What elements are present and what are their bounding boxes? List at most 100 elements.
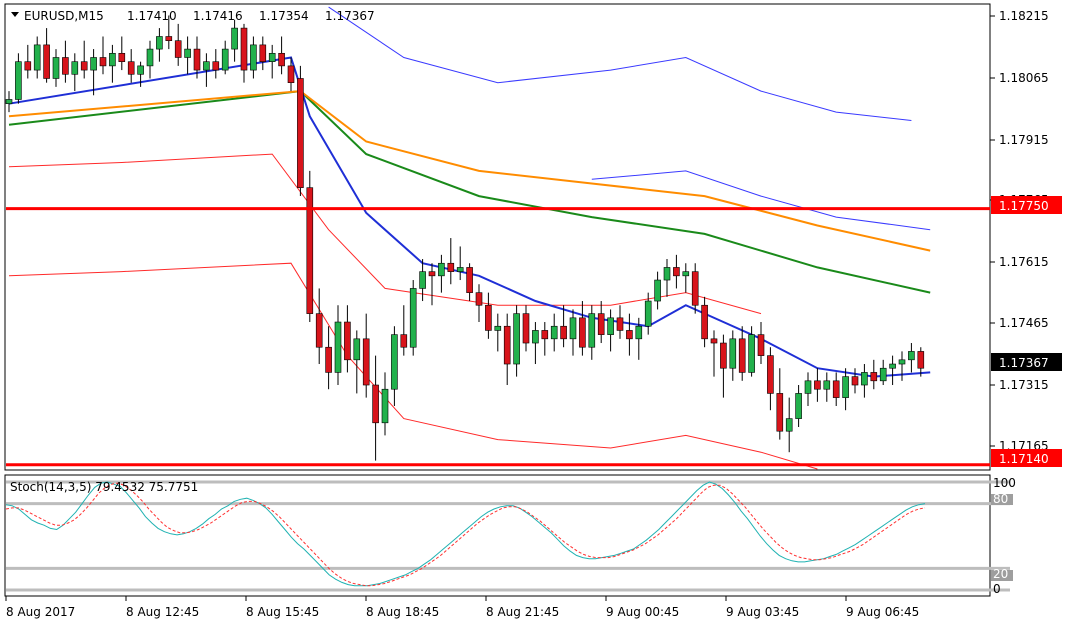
bull-candle-body	[513, 313, 520, 365]
bear-candle-body	[99, 57, 107, 67]
bull-candle-body	[682, 271, 690, 277]
candle	[795, 385, 802, 428]
bear-candle-body	[560, 325, 567, 340]
candle	[306, 170, 314, 323]
candle	[156, 28, 163, 62]
candle	[419, 259, 426, 302]
bull-candle-body	[231, 27, 238, 50]
price-tick: 1.17615	[990, 255, 1049, 269]
candle	[767, 347, 774, 411]
bear-candle-body	[522, 313, 530, 344]
price-tick: 1.17465	[990, 316, 1049, 330]
bear-candle-body	[212, 61, 220, 71]
bull-candle-body	[268, 52, 276, 62]
envelope-upper-blue-line	[328, 6, 912, 121]
price-tick-label: 1.17615	[999, 255, 1049, 269]
candle	[466, 263, 473, 302]
stochastic-pane[interactable]: Stoch(14,3,5) 79.4532 75.7751 100 80 20 …	[4, 474, 1016, 597]
horizontal-levels[interactable]	[6, 207, 990, 467]
candle	[5, 91, 13, 113]
time-tick-label: 8 Aug 21:45	[486, 605, 559, 619]
candle	[616, 305, 624, 339]
bear-candle-body	[503, 325, 511, 365]
bear-candle-body	[80, 61, 88, 71]
price-chart-pane[interactable]	[4, 3, 991, 471]
time-tick-label: 8 Aug 15:45	[246, 605, 319, 619]
candle	[503, 313, 511, 386]
candle	[757, 322, 765, 365]
stoch-main-line	[5, 481, 926, 587]
bear-candle-body	[616, 317, 624, 331]
bull-candle-body	[588, 313, 596, 348]
candle	[15, 53, 22, 104]
bear-candle-body	[447, 262, 455, 272]
price-tick-label: 1.18065	[999, 71, 1049, 85]
candle	[33, 36, 41, 79]
candle	[720, 334, 727, 398]
candle	[325, 326, 332, 390]
candle	[80, 40, 88, 79]
bear-candle-body	[832, 380, 840, 398]
candle	[513, 305, 520, 377]
bull-candle-body	[908, 351, 915, 361]
bear-candle-body	[193, 48, 201, 71]
bull-candle-body	[15, 61, 22, 100]
time-tick: 9 Aug 06:45	[845, 596, 919, 619]
time-tick: 8 Aug 15:45	[245, 596, 319, 619]
price-tick: 1.17915	[990, 133, 1049, 147]
bull-candle-body	[391, 334, 398, 390]
bull-candle-body	[33, 44, 41, 71]
candle	[823, 372, 831, 402]
ohlc-low: 1.17354	[259, 9, 309, 23]
level-price-tag-upper: 1.17750	[999, 199, 1049, 213]
candle	[71, 53, 79, 92]
envelope-lower-blue-line	[591, 170, 931, 231]
bull-candle-body	[804, 380, 812, 394]
bull-candle-body	[381, 388, 389, 424]
bull-candle-body	[607, 317, 614, 335]
bear-candle-body	[62, 57, 69, 75]
time-axis[interactable]: 8 Aug 2017 8 Aug 12:45 8 Aug 15:45 8 Aug…	[5, 596, 919, 619]
bull-candle-body	[823, 380, 831, 390]
candle	[268, 44, 276, 79]
candle	[729, 330, 737, 381]
candle	[673, 254, 680, 289]
ma-green-line	[8, 90, 931, 294]
dropdown-triangle-icon[interactable]	[11, 12, 19, 17]
bull-candle-body	[438, 262, 445, 277]
bear-candle-body	[701, 304, 708, 340]
candle	[494, 313, 502, 352]
time-tick: 8 Aug 12:45	[125, 596, 199, 619]
price-tick-label: 1.17315	[999, 378, 1049, 392]
time-tick: 8 Aug 21:45	[485, 596, 559, 619]
candle	[381, 372, 389, 436]
price-chart-frame	[4, 3, 991, 471]
bear-candle-body	[259, 44, 267, 62]
bear-candle-body	[240, 27, 248, 71]
candle	[541, 322, 549, 356]
time-tick-label: 8 Aug 18:45	[366, 605, 439, 619]
candle	[372, 355, 379, 461]
stoch-level-label-0: 0	[993, 582, 1001, 596]
candle	[738, 326, 746, 381]
candle	[297, 65, 304, 197]
candle	[193, 36, 201, 79]
symbol-label: EURUSD,M15	[24, 9, 104, 23]
candle	[710, 330, 718, 377]
price-axis[interactable]: 1.18215 1.18065 1.17915 1.17765 1.17615 …	[990, 9, 1062, 467]
candle	[814, 368, 821, 402]
bear-candle-body	[917, 351, 925, 369]
envelope-lower-red-line	[8, 262, 818, 470]
candle	[682, 263, 690, 293]
bull-candle-body	[456, 267, 464, 272]
bear-candle-body	[757, 334, 765, 356]
candle	[362, 313, 370, 398]
bear-candle-body	[814, 380, 821, 390]
stoch-level-label-100: 100	[993, 476, 1016, 490]
ma-orange-line	[8, 90, 931, 252]
candle	[231, 19, 238, 62]
ohlc-high: 1.17416	[193, 9, 243, 23]
candle	[898, 351, 906, 381]
stoch-level-label-80: 80	[993, 492, 1008, 506]
